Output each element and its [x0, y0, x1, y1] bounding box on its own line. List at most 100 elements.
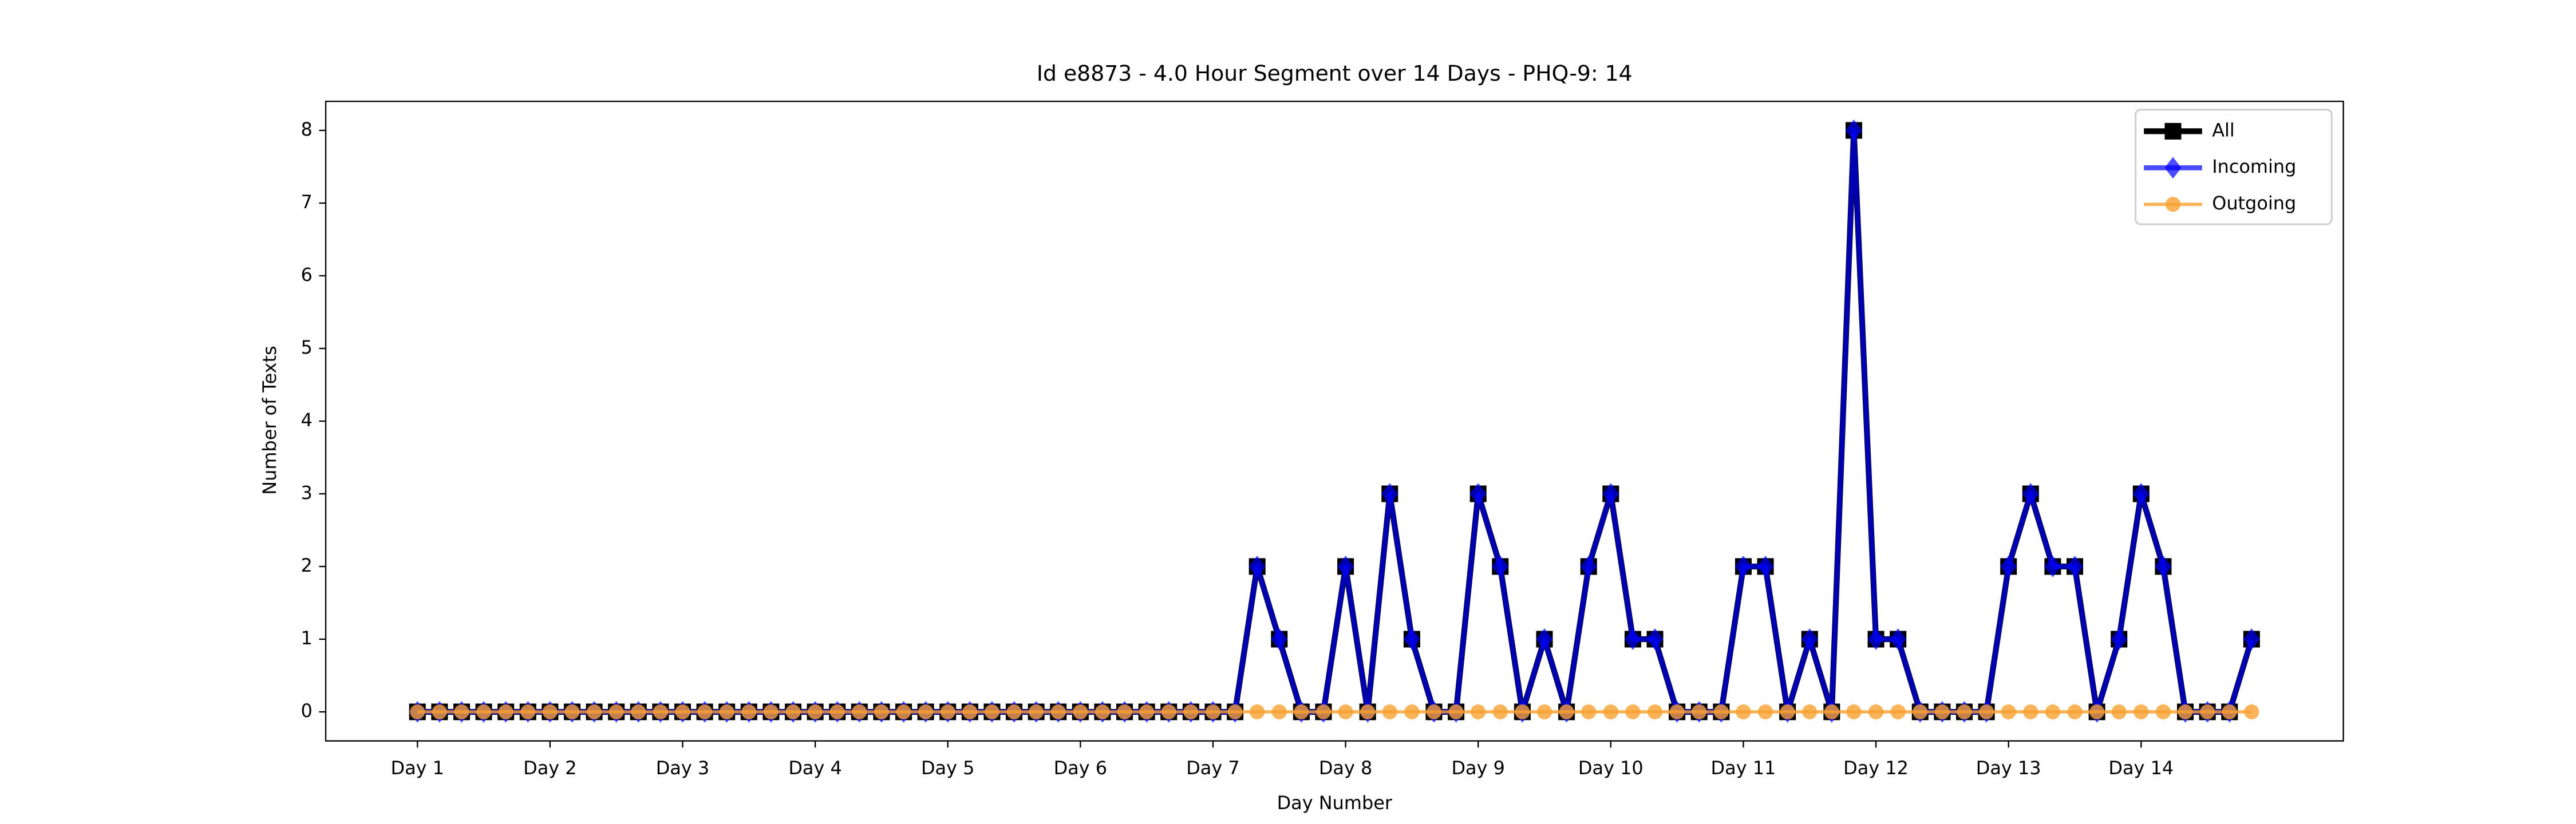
marker — [984, 704, 999, 720]
marker — [1469, 483, 1487, 505]
marker — [1338, 704, 1353, 720]
x-tick-label: Day 2 — [523, 757, 577, 779]
marker — [1957, 704, 1972, 720]
marker — [1602, 483, 1619, 505]
marker — [2000, 556, 2017, 577]
marker — [2023, 704, 2038, 720]
marker — [1757, 704, 1773, 720]
marker — [1073, 704, 1088, 720]
marker — [1515, 704, 1530, 720]
marker — [2155, 704, 2171, 720]
marker — [609, 704, 624, 720]
y-tick-label: 1 — [301, 627, 312, 649]
marker — [587, 704, 602, 720]
marker — [2022, 483, 2039, 505]
marker — [1471, 704, 1486, 720]
marker — [1757, 556, 1774, 577]
legend-label: Incoming — [2212, 156, 2296, 177]
y-tick-label: 2 — [301, 554, 312, 576]
marker — [542, 704, 558, 720]
marker — [1382, 704, 1397, 720]
marker — [918, 704, 934, 720]
marker — [1669, 704, 1685, 720]
marker — [2134, 704, 2149, 720]
marker — [1249, 556, 1266, 577]
marker — [2222, 704, 2237, 720]
marker — [1736, 704, 1751, 720]
marker — [2001, 704, 2016, 720]
marker — [2164, 122, 2182, 140]
marker — [1205, 704, 1221, 720]
x-tick-label: Day 10 — [1578, 757, 1643, 779]
marker — [1868, 704, 1884, 720]
marker — [1315, 704, 1332, 720]
y-tick-label: 3 — [301, 482, 312, 504]
marker — [2067, 704, 2083, 720]
x-tick-label: Day 7 — [1186, 757, 1240, 779]
marker — [410, 704, 425, 720]
marker — [2164, 157, 2182, 179]
marker — [1979, 704, 1994, 720]
marker — [653, 704, 668, 720]
marker — [1161, 704, 1176, 720]
marker — [2089, 704, 2105, 720]
x-tick-label: Day 6 — [1054, 757, 1108, 779]
marker — [520, 704, 536, 720]
marker — [564, 704, 580, 720]
marker — [1448, 704, 1464, 720]
legend-label: Outgoing — [2212, 192, 2296, 214]
marker — [1006, 704, 1022, 720]
marker — [874, 704, 889, 720]
marker — [1271, 704, 1287, 720]
marker — [741, 704, 757, 720]
marker — [2200, 704, 2215, 720]
marker — [2178, 704, 2193, 720]
marker — [1029, 704, 1044, 720]
marker — [1802, 704, 1818, 720]
series — [410, 704, 2259, 720]
marker — [432, 704, 447, 720]
marker — [1581, 704, 1597, 720]
marker — [2165, 197, 2181, 212]
marker — [2155, 556, 2172, 577]
marker — [1647, 704, 1663, 720]
marker — [1625, 704, 1641, 720]
x-tick-label: Day 3 — [656, 757, 710, 779]
marker — [1559, 704, 1574, 720]
marker — [1404, 704, 1420, 720]
marker — [1117, 704, 1132, 720]
marker — [476, 704, 492, 720]
marker — [1492, 704, 1508, 720]
marker — [785, 704, 801, 720]
marker — [2132, 483, 2150, 505]
marker — [697, 704, 713, 720]
marker — [1692, 704, 1707, 720]
marker — [1780, 704, 1795, 720]
marker — [2244, 704, 2259, 720]
marker — [2044, 556, 2061, 577]
marker — [498, 704, 513, 720]
marker — [2066, 556, 2084, 577]
marker — [1824, 704, 1839, 720]
y-tick-label: 4 — [301, 409, 312, 431]
marker — [454, 704, 469, 720]
marker — [719, 704, 734, 720]
marker — [1536, 704, 1552, 720]
marker — [1426, 704, 1442, 720]
x-tick-label: Day 8 — [1319, 757, 1373, 779]
marker — [852, 704, 867, 720]
marker — [1183, 704, 1199, 720]
x-tick-label: Day 9 — [1451, 757, 1505, 779]
marker — [2045, 704, 2060, 720]
marker — [1250, 704, 1265, 720]
x-axis-label: Day Number — [1277, 792, 1393, 814]
y-axis-label: Number of Texts — [259, 346, 280, 495]
marker — [1713, 704, 1729, 720]
marker — [940, 704, 955, 720]
legend-label: All — [2212, 119, 2235, 141]
marker — [1846, 704, 1862, 720]
marker — [1913, 704, 1928, 720]
marker — [1095, 704, 1111, 720]
marker — [1227, 704, 1243, 720]
